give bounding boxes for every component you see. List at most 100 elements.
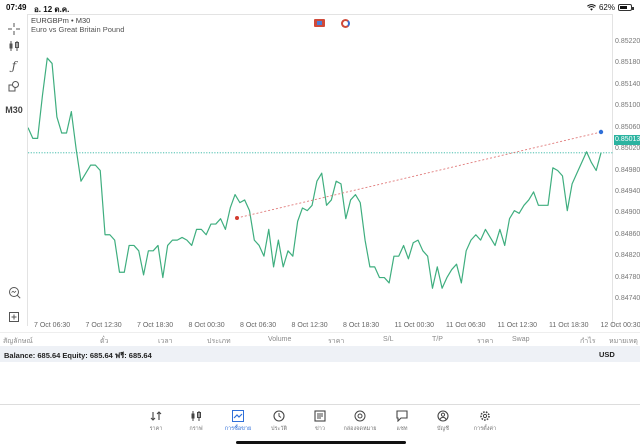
- tab-account[interactable]: บัญชี: [423, 409, 463, 433]
- price-axis[interactable]: 0.85220 0.85180 0.85140 0.85100 0.85060 0.850…: [613, 14, 640, 326]
- price-tick: 0.85140: [615, 80, 640, 88]
- time-tick: 7 Oct 06:30: [34, 322, 71, 329]
- chart-toolbar: ƒ M30: [0, 14, 27, 326]
- price-tick: 0.85020: [615, 145, 640, 153]
- balance-row: Balance: 685.64 Equity: 685.64 ฟรี: 685.…: [0, 346, 640, 362]
- objects-button[interactable]: [4, 78, 24, 94]
- tab-label: ประวัติ: [270, 426, 288, 432]
- market-status-icon[interactable]: [341, 19, 350, 28]
- tab-chart[interactable]: กราฟ: [176, 409, 216, 433]
- tab-label: ราคา: [149, 426, 163, 432]
- price-tick: 0.85100: [615, 102, 640, 110]
- chart-badges: [314, 19, 350, 28]
- column-header[interactable]: Swap: [512, 336, 530, 343]
- time-axis[interactable]: 7 Oct 06:30 7 Oct 12:30 7 Oct 18:30 8 Oct 0…: [27, 322, 640, 332]
- tab-quotes[interactable]: ราคา: [136, 409, 176, 433]
- price-tick: 0.84780: [615, 273, 640, 281]
- crosshair-icon: [8, 23, 20, 35]
- timeframe-label: M30: [5, 105, 23, 115]
- tab-label: บัญชี: [437, 426, 449, 432]
- new-order-icon: [9, 312, 19, 322]
- price-line-plot: [28, 57, 613, 289]
- home-indicator: [236, 441, 406, 444]
- time-tick: 11 Oct 18:30: [549, 322, 589, 329]
- wifi-icon: [587, 4, 596, 11]
- time-tick: 11 Oct 00:30: [394, 322, 435, 329]
- one-click-trading-icon[interactable]: [314, 19, 325, 27]
- function-icon: ƒ: [11, 59, 17, 73]
- symbol-timeframe: EURGBPm • M30: [31, 16, 91, 25]
- chart-icon: [176, 409, 216, 423]
- new-order-button[interactable]: [4, 309, 24, 325]
- trade-table-header: สัญลักษณ์ ตั๋ว เวลา ประเภท Volume ราคา S/L T/P ร…: [0, 332, 640, 346]
- clock: 07:49: [6, 3, 27, 12]
- battery-icon: [618, 4, 634, 11]
- chart-title: EURGBPm • M30 Euro vs Great Britain Poun…: [31, 16, 124, 34]
- price-tick: 0.85180: [615, 59, 640, 67]
- symbol-description: Euro vs Great Britain Pound: [31, 25, 125, 34]
- status-bar: 07:49 อ. 12 ต.ค. 62%: [0, 0, 640, 14]
- news-icon: [300, 409, 340, 423]
- column-header[interactable]: หมายเหตุ: [609, 338, 638, 345]
- crosshair-button[interactable]: [4, 21, 24, 37]
- candlestick-icon: [9, 41, 19, 51]
- column-header[interactable]: Volume: [268, 336, 292, 343]
- settings-icon: [465, 409, 505, 423]
- tab-label: กล่องจดหมาย: [343, 426, 377, 432]
- tab-settings[interactable]: การตั้งค่า: [465, 409, 505, 433]
- history-icon: [259, 409, 299, 423]
- time-tick: 8 Oct 12:30: [291, 322, 328, 329]
- indicators-button[interactable]: ƒ: [4, 58, 24, 74]
- price-tick: 0.84860: [615, 230, 640, 238]
- tab-label: การซื้อขาย: [224, 426, 252, 432]
- column-header[interactable]: สัญลักษณ์: [3, 338, 33, 345]
- time-tick: 12 Oct 00:30: [600, 322, 640, 329]
- column-header[interactable]: กำไร: [580, 338, 596, 345]
- price-series-line: [28, 57, 602, 289]
- tab-chat[interactable]: แชท: [382, 409, 422, 433]
- quotes-icon: [136, 409, 176, 423]
- tab-label: การตั้งค่า: [473, 426, 497, 432]
- battery-percent: 62%: [598, 3, 615, 12]
- column-header[interactable]: เวลา: [158, 338, 173, 345]
- tab-history[interactable]: ประวัติ: [259, 409, 299, 433]
- account-currency: USD: [599, 350, 615, 359]
- tab-label: กราฟ: [189, 426, 203, 432]
- tab-mailbox[interactable]: กล่องจดหมาย: [340, 409, 380, 433]
- price-tick: 0.84980: [615, 166, 640, 174]
- trendline-end-handle[interactable]: [598, 129, 604, 135]
- time-tick: 8 Oct 18:30: [343, 322, 380, 329]
- trendline-start-handle[interactable]: [235, 216, 239, 220]
- zoom-chart-button[interactable]: [4, 284, 24, 300]
- column-header[interactable]: T/P: [432, 336, 443, 343]
- price-tick: 0.85060: [615, 123, 640, 131]
- price-tick: 0.84940: [615, 187, 640, 195]
- current-price-tag: 0.85013: [614, 135, 640, 145]
- price-tick: 0.84740: [615, 295, 640, 302]
- zoom-chart-icon: [8, 286, 21, 299]
- column-header[interactable]: ราคา: [477, 338, 494, 345]
- column-header[interactable]: ราคา: [328, 338, 345, 345]
- bottom-tab-bar: ราคา กราฟ การซื้อขาย ประวัติ ข่าว กล่องจดหมาย…: [0, 404, 640, 447]
- tab-label: ข่าว: [315, 426, 325, 432]
- balance-text: Balance: 685.64 Equity: 685.64 ฟรี: 685.…: [4, 351, 152, 360]
- price-tick: 0.84900: [615, 209, 640, 217]
- time-tick: 11 Oct 06:30: [446, 322, 486, 329]
- column-header[interactable]: ตั๋ว: [100, 338, 109, 345]
- chart-canvas[interactable]: [27, 14, 613, 326]
- date: อ. 12 ต.ค.: [34, 5, 70, 14]
- account-icon: [423, 409, 463, 423]
- chart-type-button[interactable]: [4, 38, 24, 54]
- column-header[interactable]: S/L: [383, 336, 394, 343]
- chat-icon: [382, 409, 422, 423]
- time-tick: 7 Oct 18:30: [137, 322, 174, 329]
- timeframe-button[interactable]: M30: [4, 102, 24, 118]
- status-indicators: 62%: [587, 3, 634, 12]
- mailbox-icon: [340, 409, 380, 423]
- tab-label: แชท: [396, 426, 408, 432]
- price-tick: 0.85220: [615, 38, 640, 45]
- tab-trade[interactable]: การซื้อขาย: [218, 409, 258, 433]
- column-header[interactable]: ประเภท: [207, 338, 231, 345]
- time-tick: 8 Oct 00:30: [188, 322, 225, 329]
- tab-news[interactable]: ข่าว: [300, 409, 340, 433]
